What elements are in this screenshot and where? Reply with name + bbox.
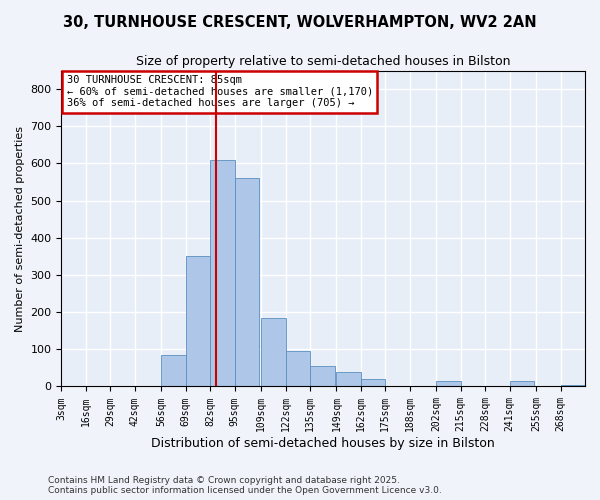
Y-axis label: Number of semi-detached properties: Number of semi-detached properties xyxy=(15,126,25,332)
Bar xyxy=(436,381,461,386)
Bar xyxy=(235,178,259,386)
Title: Size of property relative to semi-detached houses in Bilston: Size of property relative to semi-detach… xyxy=(136,55,511,68)
Bar xyxy=(310,366,335,386)
Bar xyxy=(337,372,361,386)
Text: 30 TURNHOUSE CRESCENT: 85sqm
← 60% of semi-detached houses are smaller (1,170)
3: 30 TURNHOUSE CRESCENT: 85sqm ← 60% of se… xyxy=(67,76,373,108)
Bar xyxy=(361,379,385,386)
Text: Contains HM Land Registry data © Crown copyright and database right 2025.
Contai: Contains HM Land Registry data © Crown c… xyxy=(48,476,442,495)
Bar xyxy=(186,256,210,386)
Bar xyxy=(509,381,534,386)
Bar xyxy=(261,318,286,386)
X-axis label: Distribution of semi-detached houses by size in Bilston: Distribution of semi-detached houses by … xyxy=(151,437,495,450)
Bar xyxy=(210,160,235,386)
Bar xyxy=(286,351,310,386)
Bar xyxy=(161,355,186,386)
Text: 30, TURNHOUSE CRESCENT, WOLVERHAMPTON, WV2 2AN: 30, TURNHOUSE CRESCENT, WOLVERHAMPTON, W… xyxy=(63,15,537,30)
Bar xyxy=(560,384,585,386)
